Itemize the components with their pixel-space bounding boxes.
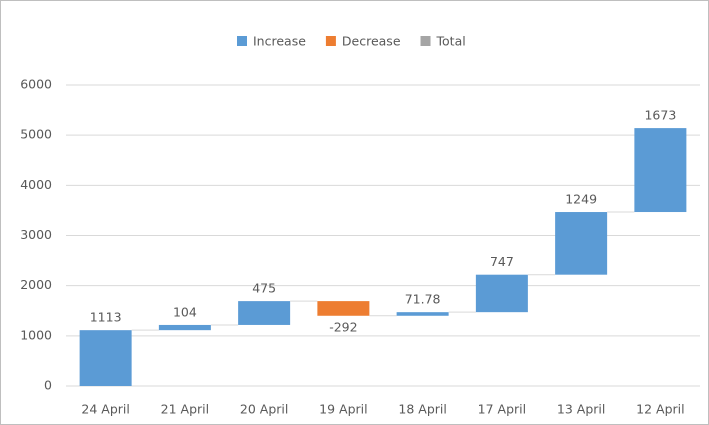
legend-swatch [237, 36, 247, 46]
bar [396, 312, 449, 316]
legend-label: Total [436, 34, 466, 49]
y-tick-label: 6000 [20, 77, 52, 92]
data-label: 71.78 [405, 292, 441, 307]
bar [79, 330, 132, 386]
x-tick-label: 21 April [161, 402, 209, 417]
data-label: 1673 [644, 108, 676, 123]
x-tick-label: 18 April [398, 402, 446, 417]
legend-swatch [420, 36, 431, 46]
y-tick-label: 4000 [20, 177, 52, 192]
legend-swatch [325, 36, 336, 46]
data-label: 747 [490, 254, 514, 269]
x-tick-label: 13 April [557, 402, 605, 417]
y-tick-label: 1000 [20, 327, 52, 342]
data-label: 1113 [90, 310, 122, 325]
y-tick-label: 0 [44, 378, 52, 393]
x-tick-label: 24 April [81, 402, 129, 417]
y-tick-label: 2000 [20, 277, 52, 292]
data-label: 1249 [565, 192, 597, 207]
bar [158, 324, 211, 331]
bar [238, 301, 291, 325]
bar [475, 274, 528, 313]
y-tick-label: 3000 [20, 227, 52, 242]
x-tick-label: 19 April [319, 402, 367, 417]
data-label: 104 [173, 304, 197, 319]
x-tick-label: 17 April [478, 402, 526, 417]
bar [555, 212, 608, 275]
x-tick-label: 20 April [240, 402, 288, 417]
bar [317, 301, 370, 316]
data-label: 475 [252, 281, 276, 296]
bar [634, 128, 687, 213]
x-tick-label: 12 April [636, 402, 684, 417]
legend-label: Increase [253, 34, 306, 49]
legend-label: Decrease [342, 34, 401, 49]
data-label: -292 [329, 319, 357, 334]
y-tick-label: 5000 [20, 127, 52, 142]
